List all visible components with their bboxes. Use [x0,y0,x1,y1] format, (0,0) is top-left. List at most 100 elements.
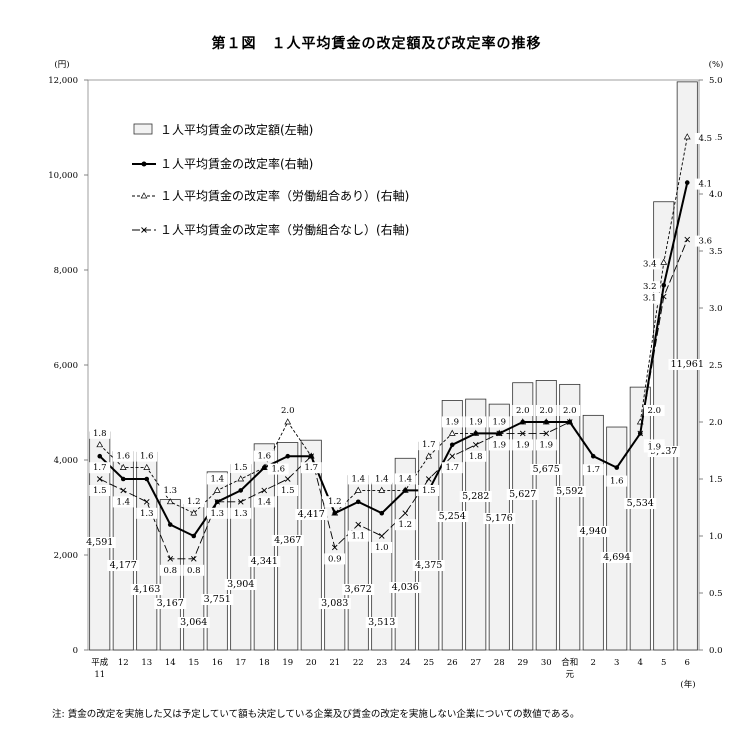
bar-value-label-bg [342,584,375,595]
right-tick-label: 0.5 [709,589,723,599]
nonunion-rate-label: 3.1 [643,294,657,304]
overall-rate-point [496,431,502,436]
overall-rate-point [285,453,291,459]
overall-rate-label: 4.1 [698,180,712,190]
bar [136,451,158,651]
union-rate-label: 1.3 [163,486,177,496]
nonunion-rate-label: 1.5 [281,486,295,496]
union-rate-label: 1.9 [469,417,483,427]
nonunion-rate-label-bg [183,564,205,576]
bar-value-label: 5,282 [462,491,489,502]
bar-value-label-bg [668,359,707,370]
nonunion-rate-label: 1.5 [93,486,107,496]
union-rate-label-bg [159,484,181,496]
bar [441,400,463,651]
bar-value-label: 3,167 [157,598,184,609]
nonunion-rate-label: 1.2 [398,520,412,530]
nonunion-rate-label-bg [512,439,534,451]
right-tick-label: 2.0 [709,418,723,428]
overall-rate-point [661,282,667,288]
nonunion-rate-point [190,555,197,562]
nonunion-rate-label: 1.5 [422,486,436,496]
x-axis-unit: (年) [680,679,695,690]
right-tick-label: 1.0 [709,532,723,542]
union-rate-label: 3.4 [643,259,657,269]
left-tick-label: 0 [73,646,78,656]
bar-value-label-bg [224,579,257,590]
chart-note: 注: 賃金の改定を実施した又は予定していて額も決定している企業及び賃金の改定を実… [52,709,580,720]
x-tick-label: 6 [685,658,690,668]
nonunion-rate-label: 1.3 [140,509,154,519]
nonunion-rate-point [96,476,103,482]
nonunion-rate-label-bg [89,485,111,496]
x-tick-label: 23 [376,658,387,668]
bar-value-label: 3,064 [180,617,207,628]
overall-rate-point [191,533,197,539]
nonunion-rate-label-bg [639,292,661,304]
nonunion-rate-point [519,430,526,437]
legend-overall-marker [141,161,147,167]
right-tick-label: 3.0 [709,304,723,314]
overall-rate-point [590,453,596,459]
bar-value-label-bg [271,535,304,546]
right-tick-label: 5.0 [709,76,723,86]
union-rate-point [683,133,691,140]
union-rate-label-bg [371,473,393,485]
union-rate-label: 1.9 [445,417,459,427]
legend-union-marker [140,192,148,199]
union-rate-label-bg [136,450,158,462]
overall-rate-label-bg [643,441,665,453]
union-rate-label-bg [324,496,346,508]
bar-value-label: 4,375 [415,560,442,571]
nonunion-rate-label-bg [441,462,463,474]
union-rate-label-bg [512,405,534,416]
bar-value-label-bg [530,464,563,475]
bar-value-label: 4,341 [251,556,278,567]
x-tick-label: 5 [661,658,666,668]
bar-value-label-bg [577,526,610,537]
x-tick-label: 30 [541,658,552,668]
union-rate-label: 1.2 [328,497,342,507]
x-tick-label: 平成 [91,657,109,668]
overall-rate-label-bg [89,462,111,474]
nonunion-rate-label-bg [277,485,299,496]
overall-rate-point [120,476,126,482]
overall-rate-point [449,442,455,448]
overall-rate-point [214,499,220,505]
bar-value-label-bg [107,560,140,571]
nonunion-rate-label: 1.7 [304,463,318,473]
right-tick-label: 1.5 [709,475,723,485]
union-rate-point [119,463,127,470]
bar-value-label: 3,751 [204,594,231,605]
x-tick-label: 29 [517,658,528,668]
right-tick-label: 0.0 [709,646,723,656]
union-rate-point [660,258,668,265]
union-rate-label: 2.0 [539,406,553,416]
overall-rate-label: 3.2 [643,282,657,292]
bar [606,426,628,651]
bar-value-label: 4,417 [298,509,325,520]
overall-rate-point [520,419,526,425]
union-rate-label-bg [253,450,275,462]
union-rate-label-bg [183,496,205,508]
overall-rate-point [97,453,103,459]
overall-rate-label: 1.6 [271,465,285,475]
left-tick-label: 8,000 [54,266,78,276]
union-rate-label-bg [277,405,299,416]
bar [629,386,651,651]
nonunion-rate-label-bg [535,439,557,451]
left-tick-label: 12,000 [48,76,78,86]
bar-value-label-bg [295,509,328,520]
overall-rate-label-bg [267,463,289,475]
union-rate-label: 2.0 [647,406,661,416]
nonunion-rate-label: 0.8 [163,566,177,576]
union-rate-point [190,509,198,516]
x-tick-label: 20 [306,658,317,668]
right-tick-label: 3.5 [709,247,723,257]
bar-value-label: 4,163 [133,584,160,595]
legend-nonunion-marker [141,227,147,233]
overall-rate-point [308,453,314,459]
x-tick-label: 18 [259,658,270,668]
overall-rate-point [238,488,244,493]
nonunion-rate-point [425,476,432,482]
